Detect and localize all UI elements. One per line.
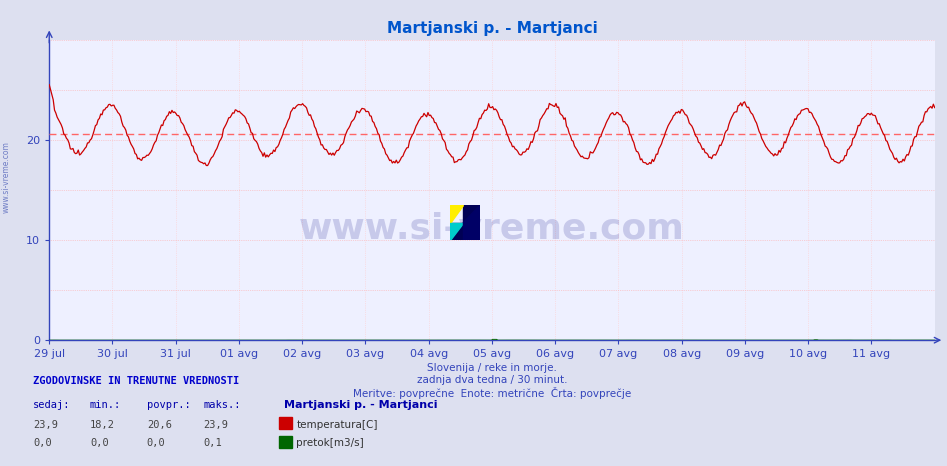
Text: povpr.:: povpr.: (147, 400, 190, 410)
Text: temperatura[C]: temperatura[C] (296, 420, 378, 430)
Polygon shape (463, 205, 480, 240)
Text: ZGODOVINSKE IN TRENUTNE VREDNOSTI: ZGODOVINSKE IN TRENUTNE VREDNOSTI (33, 377, 240, 386)
Text: 23,9: 23,9 (33, 420, 58, 430)
Text: pretok[m3/s]: pretok[m3/s] (296, 439, 365, 448)
Polygon shape (450, 223, 463, 240)
X-axis label: Slovenija / reke in morje.
zadnja dva tedna / 30 minut.
Meritve: povprečne  Enot: Slovenija / reke in morje. zadnja dva te… (353, 363, 631, 399)
Text: 18,2: 18,2 (90, 420, 115, 430)
Text: Martjanski p. - Martjanci: Martjanski p. - Martjanci (284, 400, 438, 410)
Text: 0,0: 0,0 (90, 439, 109, 448)
Text: 23,9: 23,9 (204, 420, 228, 430)
Text: www.si-vreme.com: www.si-vreme.com (299, 212, 685, 246)
Text: min.:: min.: (90, 400, 121, 410)
Text: maks.:: maks.: (204, 400, 241, 410)
Polygon shape (450, 205, 480, 240)
Text: 20,6: 20,6 (147, 420, 171, 430)
Text: sedaj:: sedaj: (33, 400, 71, 410)
Text: 0,0: 0,0 (33, 439, 52, 448)
Text: www.si-vreme.com: www.si-vreme.com (2, 141, 11, 213)
Text: 0,0: 0,0 (147, 439, 166, 448)
Text: 0,1: 0,1 (204, 439, 223, 448)
Title: Martjanski p. - Martjanci: Martjanski p. - Martjanci (386, 21, 598, 36)
Polygon shape (450, 205, 463, 223)
